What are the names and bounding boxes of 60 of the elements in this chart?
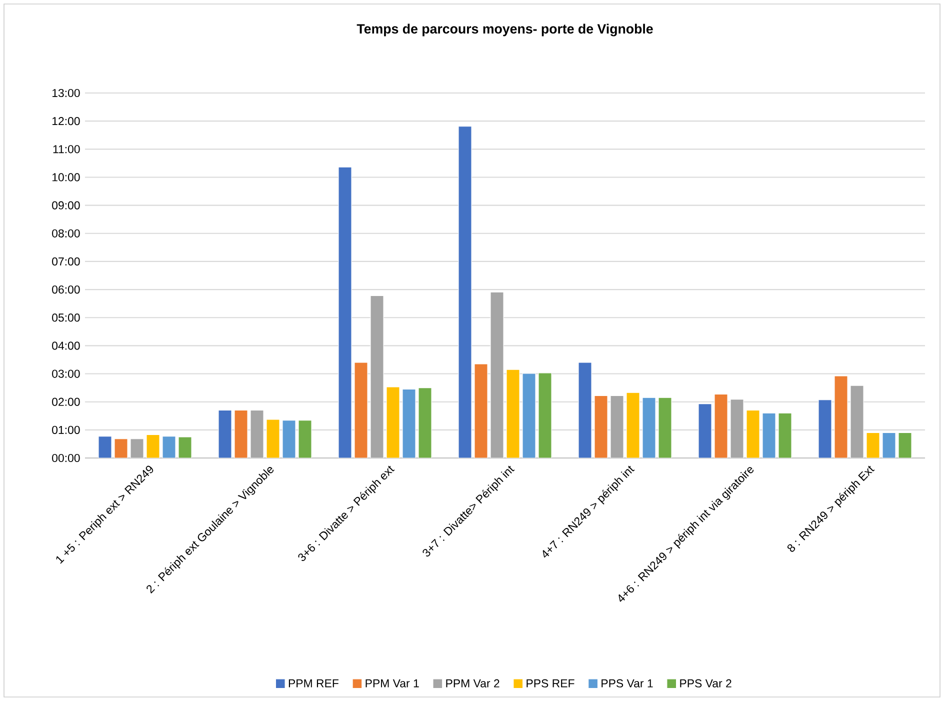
bar bbox=[594, 395, 608, 458]
bar bbox=[370, 295, 384, 458]
y-tick-label: 09:00 bbox=[52, 201, 80, 210]
legend-label: PPS Var 2 bbox=[680, 679, 732, 688]
bar bbox=[386, 386, 400, 458]
bar bbox=[642, 397, 656, 458]
bar bbox=[250, 410, 264, 458]
legend-label: PPM Var 1 bbox=[366, 679, 419, 688]
chart-title: Temps de parcours moyens- porte de Vignoble bbox=[356, 24, 653, 36]
bar bbox=[626, 392, 640, 458]
bar bbox=[898, 432, 912, 458]
bar bbox=[522, 373, 536, 458]
bar bbox=[418, 388, 432, 458]
bar bbox=[98, 436, 112, 458]
y-tick-label: 02:00 bbox=[52, 398, 80, 406]
bar bbox=[714, 394, 728, 458]
bar bbox=[818, 400, 832, 458]
bar bbox=[658, 397, 672, 458]
bar bbox=[338, 166, 352, 458]
bar bbox=[130, 438, 144, 458]
bar bbox=[506, 369, 520, 458]
bar bbox=[458, 126, 472, 458]
bar bbox=[218, 410, 232, 458]
bar bbox=[114, 438, 128, 458]
legend-label: PPS Var 1 bbox=[602, 679, 653, 688]
y-tick-label: 11:00 bbox=[53, 145, 80, 154]
bar bbox=[746, 410, 760, 458]
bar bbox=[178, 436, 192, 458]
bar bbox=[538, 372, 552, 458]
bar bbox=[578, 362, 592, 458]
bar bbox=[234, 410, 248, 458]
y-tick-label: 04:00 bbox=[52, 342, 80, 350]
y-tick-label: 05:00 bbox=[52, 314, 80, 322]
bar bbox=[474, 364, 488, 458]
bar bbox=[490, 292, 504, 458]
bar bbox=[402, 388, 416, 458]
bar bbox=[162, 436, 176, 458]
y-tick-label: 12:00 bbox=[52, 117, 80, 126]
bar bbox=[298, 420, 312, 458]
legend-label: PPM REF bbox=[288, 679, 338, 688]
bar bbox=[778, 412, 792, 458]
y-tick-label: 00:00 bbox=[52, 454, 80, 462]
y-tick-label: 13:00 bbox=[52, 88, 80, 98]
bar bbox=[266, 419, 280, 458]
bar bbox=[834, 376, 848, 458]
y-tick-label: 07:00 bbox=[52, 257, 80, 266]
y-tick-label: 03:00 bbox=[52, 370, 80, 378]
bar bbox=[282, 420, 296, 458]
bar bbox=[762, 412, 776, 458]
bar bbox=[610, 395, 624, 458]
legend-label: PPM Var 2 bbox=[446, 679, 500, 688]
y-tick-label: 08:00 bbox=[52, 229, 80, 238]
bar bbox=[730, 399, 744, 458]
y-tick-label: 06:00 bbox=[52, 285, 80, 294]
bar bbox=[850, 385, 864, 458]
bar bbox=[698, 404, 712, 458]
bar bbox=[354, 362, 368, 458]
legend-label: PPS REF bbox=[526, 679, 574, 688]
y-tick-label: 01:00 bbox=[52, 426, 80, 434]
y-tick-label: 10:00 bbox=[52, 173, 80, 182]
